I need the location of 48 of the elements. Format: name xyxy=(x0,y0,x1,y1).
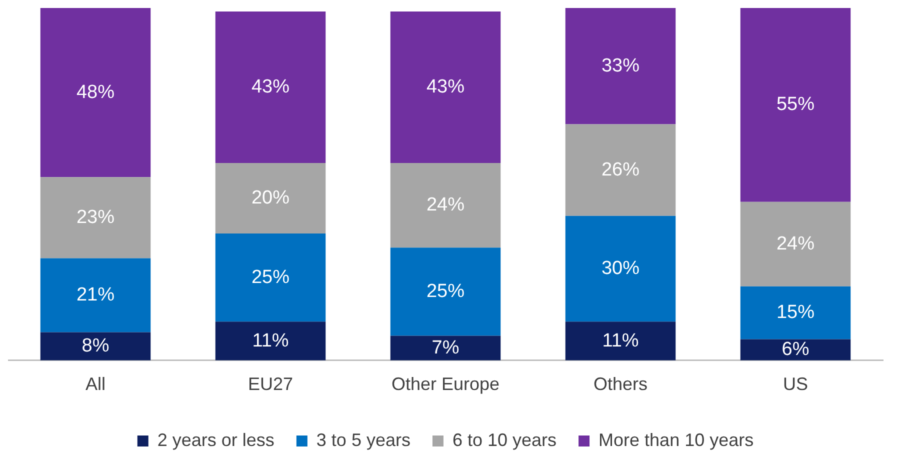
x-tick-label: EU27 xyxy=(248,374,294,394)
data-label: 26% xyxy=(601,159,640,180)
legend-label: 2 years or less xyxy=(157,430,274,450)
data-label: 11% xyxy=(602,330,639,352)
bar xyxy=(390,248,501,336)
bar xyxy=(565,8,676,124)
bar xyxy=(390,163,501,248)
bar xyxy=(390,336,501,360)
data-label: 8% xyxy=(82,336,110,357)
bar xyxy=(740,286,851,340)
bar xyxy=(740,202,851,286)
bar xyxy=(215,12,326,164)
data-label: 21% xyxy=(76,284,115,306)
bar xyxy=(215,322,326,360)
data-label: 24% xyxy=(426,194,465,216)
bar xyxy=(40,258,151,332)
x-tick-label: Others xyxy=(593,374,648,394)
data-label: 6% xyxy=(782,339,810,360)
bar xyxy=(565,216,676,322)
data-label: 25% xyxy=(426,280,465,302)
bar xyxy=(40,177,151,258)
bar xyxy=(215,234,326,322)
bar xyxy=(565,322,676,360)
legend-label: 3 to 5 years xyxy=(316,430,410,450)
data-label: 20% xyxy=(251,188,290,209)
data-label: 25% xyxy=(251,266,290,288)
x-tick-label: Other Europe xyxy=(391,374,500,394)
data-label: 33% xyxy=(601,55,640,76)
data-label: 23% xyxy=(76,206,115,228)
data-label: 15% xyxy=(776,302,815,324)
data-label: 43% xyxy=(426,76,465,98)
bar xyxy=(40,8,151,178)
data-label: 24% xyxy=(776,233,815,254)
data-label: 55% xyxy=(776,94,815,116)
legend-label: More than 10 years xyxy=(598,430,754,450)
legend-label: 6 to 10 years xyxy=(452,430,557,450)
bar xyxy=(40,332,151,360)
x-tick-label: All xyxy=(85,374,106,394)
bar xyxy=(740,8,851,202)
data-label: 7% xyxy=(432,337,460,358)
data-label: 30% xyxy=(601,258,640,280)
data-label: 11% xyxy=(252,330,289,352)
data-label: 43% xyxy=(251,76,290,98)
bar xyxy=(565,124,676,216)
bar xyxy=(390,12,501,164)
x-tick-label: US xyxy=(782,374,808,394)
data-label: 48% xyxy=(76,82,115,103)
bar xyxy=(215,163,326,234)
